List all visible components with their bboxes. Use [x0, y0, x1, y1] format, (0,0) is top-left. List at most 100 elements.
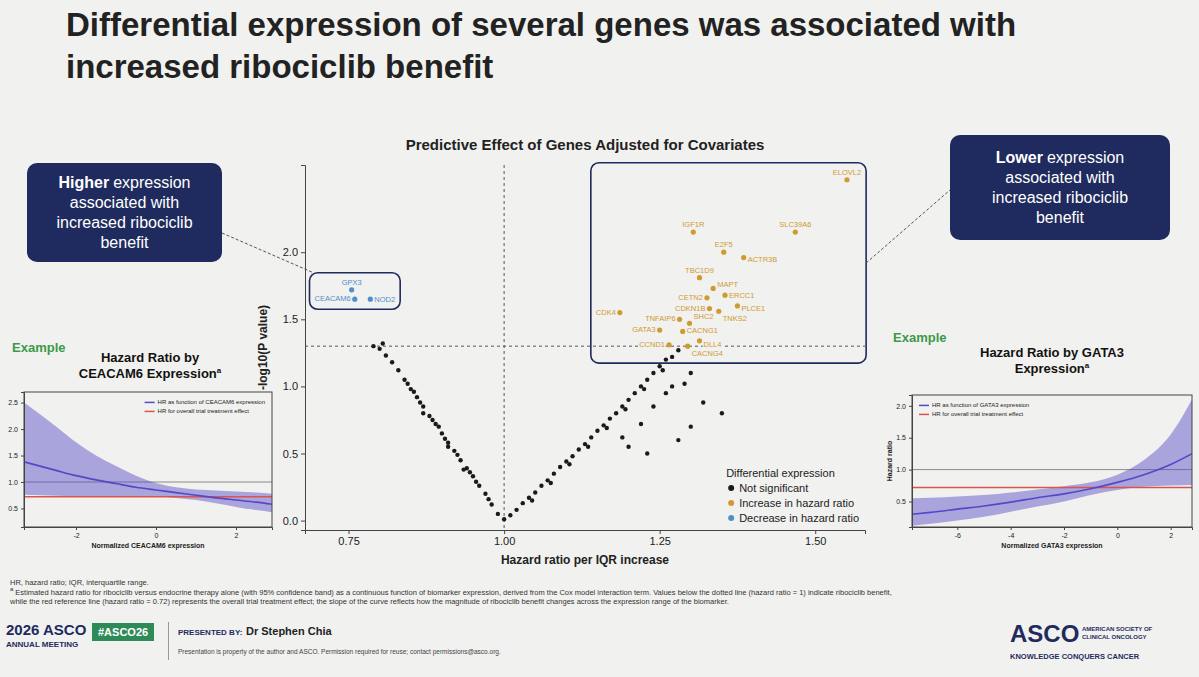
point-label: ERCC1	[729, 291, 754, 300]
data-point	[427, 414, 431, 418]
x-axis-title: Hazard ratio per IQR increase	[501, 553, 669, 567]
data-point	[626, 445, 630, 449]
data-line	[912, 454, 1192, 515]
x-tick: 0	[155, 527, 159, 539]
y-axis-line	[21, 393, 25, 528]
y-tick-label: 1.0	[8, 479, 18, 486]
callout-text: Lowerexpression associated with increase…	[990, 148, 1130, 228]
data-point	[412, 390, 416, 394]
x-axis: 0.751.001.251.50	[306, 530, 866, 547]
x-tick-label: -2	[1061, 532, 1067, 539]
x-tick-label: 2	[235, 532, 239, 539]
x-tick-label: -6	[955, 532, 961, 539]
legend-title: Differential expression	[726, 467, 835, 479]
data-point	[657, 327, 662, 332]
y-tick: 1.0	[896, 466, 912, 473]
data-point	[605, 426, 609, 430]
data-point	[664, 391, 668, 395]
data-point	[697, 275, 702, 280]
y-tick: 0.5	[8, 505, 24, 512]
data-point	[586, 445, 590, 449]
example-label: Example	[893, 330, 946, 345]
data-point	[533, 490, 537, 494]
x-axis-line	[306, 531, 866, 535]
data-point	[483, 492, 487, 496]
org-logo: ASCO	[1010, 620, 1079, 648]
data-point	[676, 438, 680, 442]
x-tick: 1.00	[494, 530, 515, 547]
y-tick-mark	[301, 252, 305, 253]
data-point	[633, 391, 637, 395]
data-point	[626, 398, 630, 402]
legend-label: Increase in hazard ratio	[739, 497, 854, 509]
plot-frame	[24, 392, 272, 527]
presenter: Dr Stephen Chia	[246, 625, 332, 637]
legend-line	[145, 411, 155, 413]
y-axis: 0.5 1.0 1.5 2.0	[896, 396, 912, 528]
callout-emphasis: Lower	[996, 149, 1043, 166]
y-tick-label: 0.5	[896, 498, 906, 505]
x-tick: -4	[1008, 527, 1014, 539]
data-point	[443, 437, 447, 441]
y-tick: 1.0	[8, 479, 24, 486]
plot-area	[24, 403, 272, 513]
data-point	[558, 465, 562, 469]
data-point	[689, 371, 693, 375]
y-tick: 1.5	[283, 313, 305, 325]
connector	[222, 233, 314, 273]
footnote: aEstimated hazard ratio for ribociclib v…	[10, 588, 910, 607]
data-point	[440, 431, 444, 435]
y-tick-label: 1.5	[8, 452, 18, 459]
data-point	[371, 344, 375, 348]
legend-label: Decrease in hazard ratio	[739, 512, 859, 524]
data-point	[368, 297, 373, 302]
callout-text: Higherexpression associated with increas…	[55, 173, 194, 253]
point-label: CEACAM6	[315, 294, 351, 303]
y-tick-mark	[909, 406, 912, 407]
chart-title-note: a	[1085, 361, 1089, 370]
callout-box: Lowerexpression associated with increase…	[950, 135, 1170, 240]
data-point	[471, 474, 475, 478]
legend: Differential expressionNot significantIn…	[726, 467, 859, 524]
meeting-year: 2026 ASCO	[6, 621, 86, 638]
threshold-line	[305, 346, 865, 347]
y-tick-mark	[909, 470, 912, 471]
data-point	[430, 418, 434, 422]
x-tick-mark	[504, 530, 505, 534]
plot-frame	[912, 395, 1192, 527]
data-point	[384, 353, 388, 357]
data-point	[721, 250, 726, 255]
tagline: KNOWLEDGE CONQUERS CANCER	[1010, 652, 1139, 661]
y-tick-label: 1.5	[896, 434, 906, 441]
data-point	[676, 348, 680, 352]
x-tick-label: 1.25	[649, 535, 670, 547]
point-label: DLL4	[703, 340, 721, 349]
data-point	[685, 344, 690, 349]
data-point	[530, 498, 534, 502]
legend-marker	[728, 515, 734, 521]
hashtag: #ASCO26	[92, 623, 154, 641]
y-tick: 0.5	[896, 498, 912, 505]
legend-label: HR for overall trial treatment effect	[158, 408, 250, 414]
y-tick-mark	[909, 438, 912, 439]
point-label: NOD2	[374, 295, 395, 304]
x-tick-label: -2	[73, 532, 79, 539]
data-point	[418, 400, 422, 404]
x-tick-mark	[1117, 527, 1118, 530]
x-tick-label: 1.00	[494, 535, 515, 547]
legend: HR as function of CEACAM6 expressionHR f…	[145, 399, 265, 414]
x-tick-mark	[1011, 527, 1012, 530]
data-point	[680, 329, 685, 334]
data-point	[670, 384, 674, 388]
data-point	[549, 481, 553, 485]
point-label: CETN2	[678, 293, 703, 302]
data-point	[474, 479, 478, 483]
y-tick-label: 0.0	[283, 515, 298, 527]
data-point	[682, 382, 686, 386]
legend-line	[919, 405, 929, 407]
y-tick-label: 2.0	[896, 403, 906, 410]
y-tick-mark	[301, 521, 305, 522]
y-tick: 2.5	[8, 399, 24, 406]
data-point	[514, 508, 518, 512]
threshold-line	[504, 165, 505, 530]
